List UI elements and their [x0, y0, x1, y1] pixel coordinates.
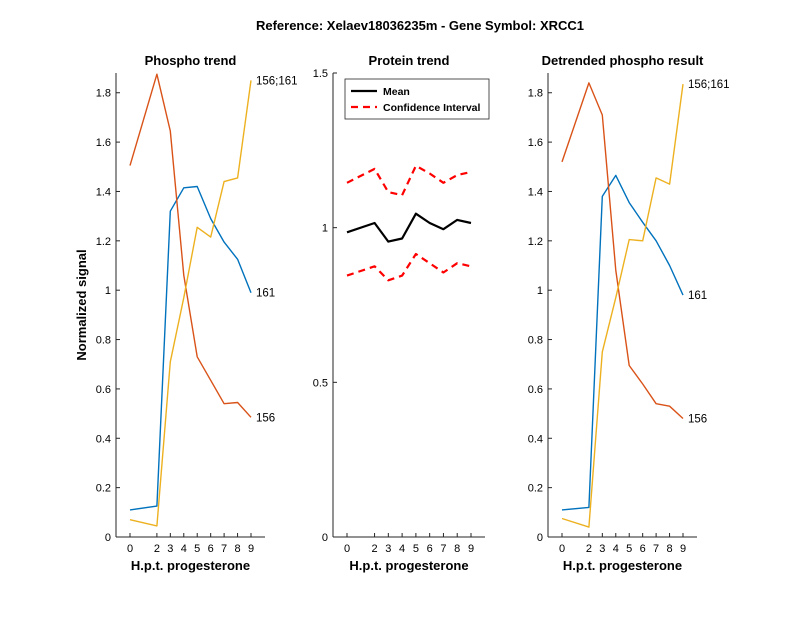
chart-panel-3: Detrended phospho result 0 0.2 0.4 0.6 0.8 1 1.…	[528, 53, 730, 573]
series-line-3	[346, 252, 472, 282]
y-tick-label: 1	[322, 223, 328, 235]
series-end-label: 156	[688, 414, 707, 426]
y-tick-label: 0.4	[96, 433, 111, 445]
y-tick-label: 0.2	[528, 483, 543, 495]
x-axis-label: H.p.t. progesterone	[563, 558, 682, 573]
x-tick-label: 0	[559, 543, 565, 555]
series-end-label: 156	[256, 412, 275, 424]
series-line-2	[561, 82, 684, 420]
x-tick-label: 3	[599, 543, 605, 555]
series-line-3	[129, 80, 252, 527]
series-end-label: 161	[256, 288, 275, 300]
x-tick-label: 2	[154, 543, 160, 555]
x-tick-label: 5	[413, 543, 419, 555]
x-tick-label: 2	[371, 543, 377, 555]
x-tick-label: 5	[194, 543, 200, 555]
y-tick-label: 1.6	[528, 137, 543, 149]
y-tick-label: 1.4	[528, 186, 543, 198]
chart-title: Phospho trend	[145, 53, 237, 68]
y-tick-label: 0.8	[96, 335, 111, 347]
y-tick-label: 1.6	[96, 137, 111, 149]
y-tick-label: 1.8	[96, 88, 111, 100]
y-tick-label: 0.2	[96, 483, 111, 495]
y-axis-label: Normalized signal	[74, 249, 89, 360]
x-tick-label: 6	[208, 543, 214, 555]
x-tick-label: 4	[181, 543, 187, 555]
series-line-1	[561, 174, 684, 511]
y-tick-label: 1.4	[96, 186, 111, 198]
x-tick-label: 3	[167, 543, 173, 555]
figure-suptitle: Reference: Xelaev18036235m - Gene Symbol…	[256, 18, 584, 33]
legend-entry: Confidence Interval	[383, 102, 481, 114]
x-tick-label: 7	[440, 543, 446, 555]
x-tick-label: 0	[127, 543, 133, 555]
series-line-1	[129, 185, 252, 511]
y-tick-label: 0	[537, 532, 543, 544]
x-axis-label: H.p.t. progesterone	[349, 558, 468, 573]
x-tick-label: 6	[640, 543, 646, 555]
x-tick-label: 6	[427, 543, 433, 555]
x-tick-label: 7	[221, 543, 227, 555]
x-tick-label: 3	[385, 543, 391, 555]
series-end-label: 156;161	[688, 79, 730, 91]
y-tick-label: 0.6	[528, 384, 543, 396]
series-line-3	[561, 84, 684, 528]
series-line-2	[129, 73, 252, 418]
x-tick-label: 0	[344, 543, 350, 555]
chart-panel-2: Protein trend 0 0.5 1 1.5 0 2 3 4 5 6 7 8 9H.p.t. pro…	[313, 53, 490, 573]
y-tick-label: 0.6	[96, 384, 111, 396]
x-tick-label: 9	[680, 543, 686, 555]
chart-title: Protein trend	[369, 53, 450, 68]
legend-entry: Mean	[383, 86, 410, 98]
y-tick-label: 1.5	[313, 68, 328, 80]
x-tick-label: 4	[613, 543, 619, 555]
x-tick-label: 8	[454, 543, 460, 555]
x-tick-label: 9	[468, 543, 474, 555]
y-tick-label: 1	[537, 285, 543, 297]
chart-panel-1: Phospho trend 0 0.2 0.4 0.6 0.8 1 1.2 1.4 1.6 1.8 0…	[74, 53, 298, 573]
chart-title: Detrended phospho result	[542, 53, 704, 68]
y-tick-label: 1	[105, 285, 111, 297]
y-tick-label: 1.2	[528, 236, 543, 248]
series-end-label: 156;161	[256, 75, 298, 87]
y-tick-label: 0.5	[313, 377, 328, 389]
y-tick-label: 0	[322, 532, 328, 544]
y-tick-label: 0.8	[528, 335, 543, 347]
legend-box	[344, 78, 490, 120]
x-tick-label: 5	[626, 543, 632, 555]
x-axis-label: H.p.t. progesterone	[131, 558, 250, 573]
x-tick-label: 8	[234, 543, 240, 555]
x-tick-label: 7	[653, 543, 659, 555]
x-tick-label: 2	[586, 543, 592, 555]
series-line-1	[346, 212, 472, 243]
x-tick-label: 9	[248, 543, 254, 555]
y-tick-label: 0.4	[528, 433, 543, 445]
series-line-2	[346, 164, 472, 197]
x-tick-label: 4	[399, 543, 405, 555]
y-tick-label: 1.8	[528, 88, 543, 100]
y-tick-label: 1.2	[96, 236, 111, 248]
chart-panels: Phospho trend 0 0.2 0.4 0.6 0.8 1 1.2 1.4 1.6 1.8 0…	[74, 53, 730, 573]
series-end-label: 161	[688, 290, 707, 302]
y-tick-label: 0	[105, 532, 111, 544]
x-tick-label: 8	[666, 543, 672, 555]
